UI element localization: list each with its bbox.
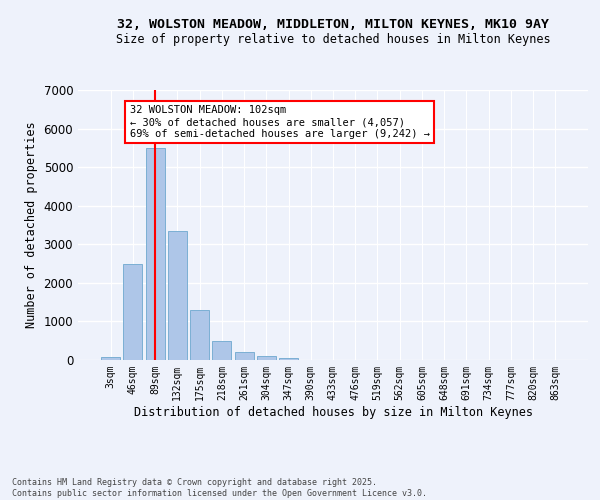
Y-axis label: Number of detached properties: Number of detached properties [25, 122, 38, 328]
Bar [124, 264, 142, 360]
Text: 32 WOLSTON MEADOW: 102sqm
← 30% of detached houses are smaller (4,057)
69% of se: 32 WOLSTON MEADOW: 102sqm ← 30% of detac… [130, 106, 430, 138]
Bar [235, 352, 254, 360]
Bar [168, 231, 187, 360]
Bar [279, 358, 298, 360]
Bar [101, 356, 120, 360]
Text: Contains HM Land Registry data © Crown copyright and database right 2025.
Contai: Contains HM Land Registry data © Crown c… [12, 478, 427, 498]
Bar [190, 310, 209, 360]
Text: Size of property relative to detached houses in Milton Keynes: Size of property relative to detached ho… [116, 32, 550, 46]
Bar [146, 148, 164, 360]
Bar [257, 356, 276, 360]
X-axis label: Distribution of detached houses by size in Milton Keynes: Distribution of detached houses by size … [133, 406, 533, 418]
Text: 32, WOLSTON MEADOW, MIDDLETON, MILTON KEYNES, MK10 9AY: 32, WOLSTON MEADOW, MIDDLETON, MILTON KE… [117, 18, 549, 30]
Bar [212, 342, 231, 360]
